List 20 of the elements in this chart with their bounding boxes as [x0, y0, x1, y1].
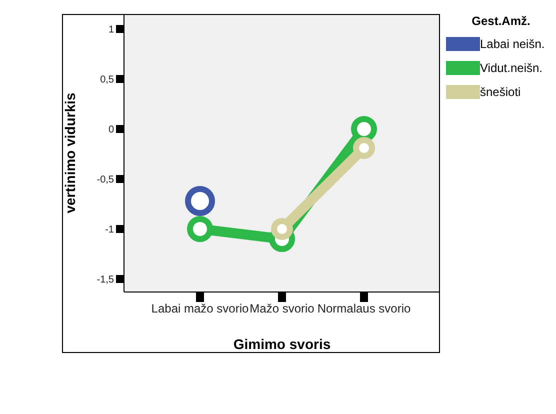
- point: [271, 218, 293, 240]
- y-axis-title: vertinimo vidurkis: [62, 92, 78, 214]
- x-axis-title: Gimimo svoris: [233, 336, 331, 352]
- legend-label: Labai neišn.: [480, 37, 545, 51]
- x-tick-label: Normalaus svorio: [317, 302, 411, 316]
- y-tick-label: -0,5: [96, 174, 114, 186]
- y-tick-label: -1,5: [96, 274, 114, 286]
- y-tick-label: 0,5: [100, 74, 114, 86]
- legend-label: šnešioti: [480, 85, 521, 99]
- y-tick-label: 0: [108, 124, 114, 136]
- y-tick-label: 1: [108, 24, 114, 36]
- x-tick-label: Labai mažo svorio: [151, 302, 250, 316]
- y-tick-label: -1: [105, 224, 114, 236]
- point: [185, 186, 215, 216]
- point: [351, 116, 377, 142]
- x-tick-label: Mažo svorio: [250, 302, 315, 316]
- legend-label: Vidut.neišn.: [480, 61, 542, 75]
- point: [353, 137, 375, 159]
- legend-title: Gest.Amž.: [470, 14, 532, 28]
- point: [187, 216, 213, 242]
